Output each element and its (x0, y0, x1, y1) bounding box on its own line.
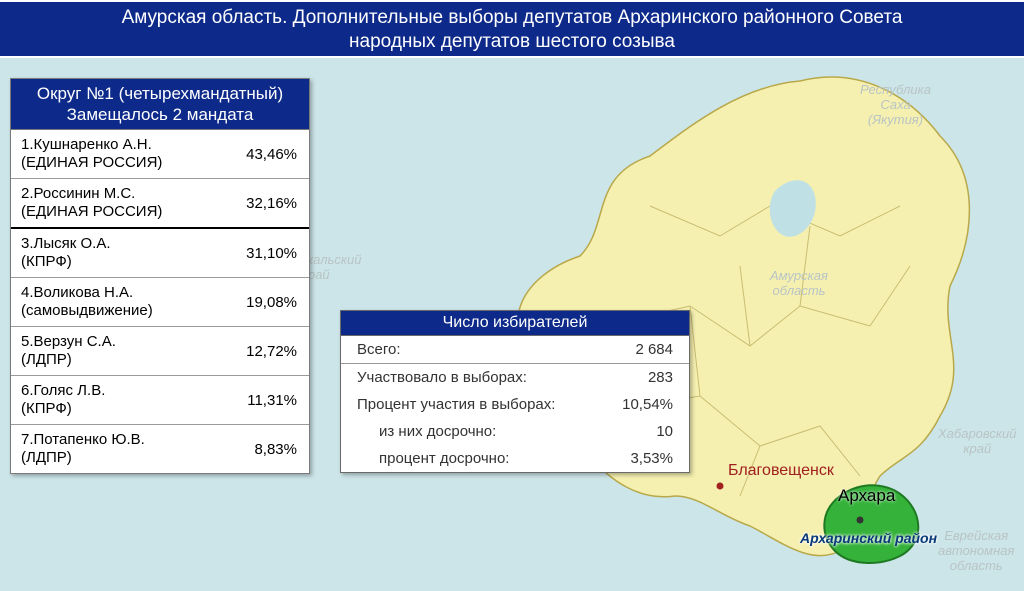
candidate-name: 6.Голяс Л.В.(КПРФ) (21, 382, 105, 418)
voters-row-value: 10 (656, 423, 673, 440)
candidate-name: 3.Лысяк О.А.(КПРФ) (21, 235, 111, 271)
candidate-name: 7.Потапенко Ю.В.(ЛДПР) (21, 431, 145, 467)
voters-row-value: 10,54% (622, 396, 673, 413)
candidate-name: 4.Воликова Н.А.(самовыдвижение) (21, 284, 153, 320)
voters-row-value: 3,53% (630, 450, 673, 467)
candidate-pct: 43,46% (232, 146, 297, 163)
voters-row: Участвовало в выборах: 283 (341, 364, 689, 391)
candidate-pct: 32,16% (232, 195, 297, 212)
candidate-row: 1.Кушнаренко А.Н.(ЕДИНАЯ РОССИЯ) 43,46% (11, 130, 309, 178)
voters-row: Всего: 2 684 (341, 336, 689, 363)
candidate-row: 4.Воликова Н.А.(самовыдвижение) 19,08% (11, 277, 309, 326)
candidate-name: 1.Кушнаренко А.Н.(ЕДИНАЯ РОССИЯ) (21, 136, 162, 172)
blagoveshchensk-dot (717, 483, 724, 490)
candidate-row: 3.Лысяк О.А.(КПРФ) 31,10% (11, 227, 309, 277)
voters-box: Число избирателей Всего: 2 684 Участвовало… (340, 310, 690, 473)
candidate-pct: 12,72% (232, 343, 297, 360)
voters-row-value: 2 684 (635, 341, 673, 358)
voters-row-value: 283 (648, 369, 673, 386)
candidate-name: 2.Россинин М.С.(ЕДИНАЯ РОССИЯ) (21, 185, 162, 221)
candidate-list: 1.Кушнаренко А.Н.(ЕДИНАЯ РОССИЯ) 43,46% 2.… (11, 130, 309, 473)
neighbor-eao: Еврейскаяавтономнаяобласть (938, 528, 1014, 573)
okrug-title-line1: Округ №1 (четырехмандатный) (17, 83, 303, 104)
voters-row-label: Участвовало в выборах: (357, 369, 527, 386)
voters-row-label: Всего: (357, 341, 401, 358)
candidate-pct: 19,08% (232, 294, 297, 311)
voters-row-label: Процент участия в выборах: (357, 396, 555, 413)
candidate-row: 6.Голяс Л.В.(КПРФ) 11,31% (11, 375, 309, 424)
voters-row-label: процент досрочно: (357, 450, 509, 467)
arkharinsky-district-caption: Архаринский район (800, 530, 937, 546)
candidate-pct: 31,10% (232, 245, 297, 262)
voters-row: из них досрочно: 10 (341, 418, 689, 445)
voters-row: Процент участия в выборах: 10,54% (341, 391, 689, 418)
candidate-name: 5.Верзун С.А.(ЛДПР) (21, 333, 116, 369)
candidate-pct: 11,31% (233, 392, 297, 409)
arkhara-dot (857, 517, 864, 524)
voters-row-label: из них досрочно: (357, 423, 496, 440)
candidate-row: 2.Россинин М.С.(ЕДИНАЯ РОССИЯ) 32,16% (11, 178, 309, 227)
neighbor-amur-label: Амурскаяобласть (770, 268, 828, 298)
map-svg (440, 26, 1024, 586)
voters-row: процент досрочно: 3,53% (341, 445, 689, 472)
voters-title: Число избирателей (341, 311, 689, 336)
city-blagoveshchensk: Благовещенск (728, 462, 834, 480)
results-panel: Округ №1 (четырехмандатный) Замещалось 2… (10, 78, 310, 474)
okrug-title-line2: Замещалось 2 мандата (17, 104, 303, 125)
neighbor-khabarovsk: Хабаровскийкрай (938, 426, 1017, 456)
candidate-pct: 8,83% (240, 441, 297, 458)
voters-rows: Всего: 2 684 Участвовало в выборах: 283 Проц… (341, 336, 689, 472)
candidate-row: 5.Верзун С.А.(ЛДПР) 12,72% (11, 326, 309, 375)
region-map: РеспубликаСаха(Якутия) Забайкальскийкрай… (440, 26, 1024, 566)
arkhara-town-label: Архара (838, 486, 895, 506)
candidate-row: 7.Потапенко Ю.В.(ЛДПР) 8,83% (11, 424, 309, 473)
results-panel-title: Округ №1 (четырехмандатный) Замещалось 2… (11, 79, 309, 130)
neighbor-sakha: РеспубликаСаха(Якутия) (860, 82, 931, 127)
